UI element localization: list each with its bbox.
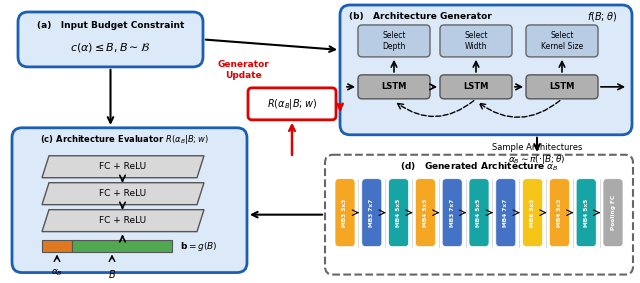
Text: $c(\alpha) \leq B, B\sim\mathcal{B}$: $c(\alpha) \leq B, B\sim\mathcal{B}$ [70,41,150,54]
Text: MB3 7x7: MB3 7x7 [369,199,374,227]
Text: (c) Architecture Evaluator $R(\alpha_B|B;w)$: (c) Architecture Evaluator $R(\alpha_B|B… [40,133,209,146]
Text: MB4 5x5: MB4 5x5 [396,199,401,227]
FancyBboxPatch shape [440,25,512,57]
Text: Select
Width: Select Width [464,31,488,51]
Text: Generator
Update: Generator Update [217,60,269,80]
FancyBboxPatch shape [496,179,516,246]
FancyBboxPatch shape [523,179,543,246]
Text: MB4 5x5: MB4 5x5 [584,199,589,227]
FancyBboxPatch shape [415,179,435,246]
Text: $f(B;\theta)$: $f(B;\theta)$ [587,10,617,23]
Polygon shape [42,183,204,205]
FancyBboxPatch shape [18,12,203,67]
Text: FC + ReLU: FC + ReLU [99,162,147,171]
Text: (d)   Generated Architecture $\alpha_B$: (d) Generated Architecture $\alpha_B$ [399,160,559,173]
Text: MB3 7x7: MB3 7x7 [450,199,454,227]
Polygon shape [42,210,204,231]
Text: Select
Kernel Size: Select Kernel Size [541,31,583,51]
Text: Sample Architectures: Sample Architectures [492,143,582,152]
FancyBboxPatch shape [248,88,336,120]
Text: MB4 5x5: MB4 5x5 [477,199,481,227]
FancyBboxPatch shape [442,179,462,246]
Text: MB6 3x3: MB6 3x3 [530,199,535,227]
FancyBboxPatch shape [603,179,623,246]
FancyBboxPatch shape [469,179,489,246]
Text: LSTM: LSTM [549,82,575,91]
FancyBboxPatch shape [358,25,430,57]
Text: MB4 3x3: MB4 3x3 [423,199,428,227]
Bar [42,240,72,252]
FancyBboxPatch shape [526,75,598,99]
Text: MB4 7x7: MB4 7x7 [503,199,508,227]
Text: $\mathbf{b} = g(B)$: $\mathbf{b} = g(B)$ [180,240,218,253]
FancyBboxPatch shape [325,155,633,275]
FancyBboxPatch shape [526,25,598,57]
FancyBboxPatch shape [388,179,408,246]
Text: (a)   Input Budget Constraint: (a) Input Budget Constraint [37,22,184,31]
FancyBboxPatch shape [335,179,355,246]
Text: MB4 3x3: MB4 3x3 [557,199,562,227]
Text: MB3 3x3: MB3 3x3 [342,199,348,227]
Text: (b)   Architecture Generator: (b) Architecture Generator [349,12,492,22]
Bar [72,240,172,252]
Text: $\alpha_B$: $\alpha_B$ [51,267,63,278]
FancyBboxPatch shape [12,128,247,273]
Text: $\alpha_B \sim \pi(\cdot|B;\theta)$: $\alpha_B \sim \pi(\cdot|B;\theta)$ [508,153,566,166]
Text: $B$: $B$ [108,267,116,280]
FancyBboxPatch shape [362,179,382,246]
Text: LSTM: LSTM [381,82,406,91]
FancyBboxPatch shape [358,75,430,99]
Text: FC + ReLU: FC + ReLU [99,216,147,225]
Text: FC + ReLU: FC + ReLU [99,189,147,198]
Text: Select
Depth: Select Depth [382,31,406,51]
Text: $R(\alpha_B|B;w)$: $R(\alpha_B|B;w)$ [267,97,317,111]
FancyBboxPatch shape [549,179,570,246]
FancyBboxPatch shape [340,5,632,135]
Text: Pooling FC: Pooling FC [611,195,616,230]
Polygon shape [42,156,204,178]
FancyBboxPatch shape [576,179,596,246]
FancyBboxPatch shape [440,75,512,99]
Text: LSTM: LSTM [463,82,489,91]
